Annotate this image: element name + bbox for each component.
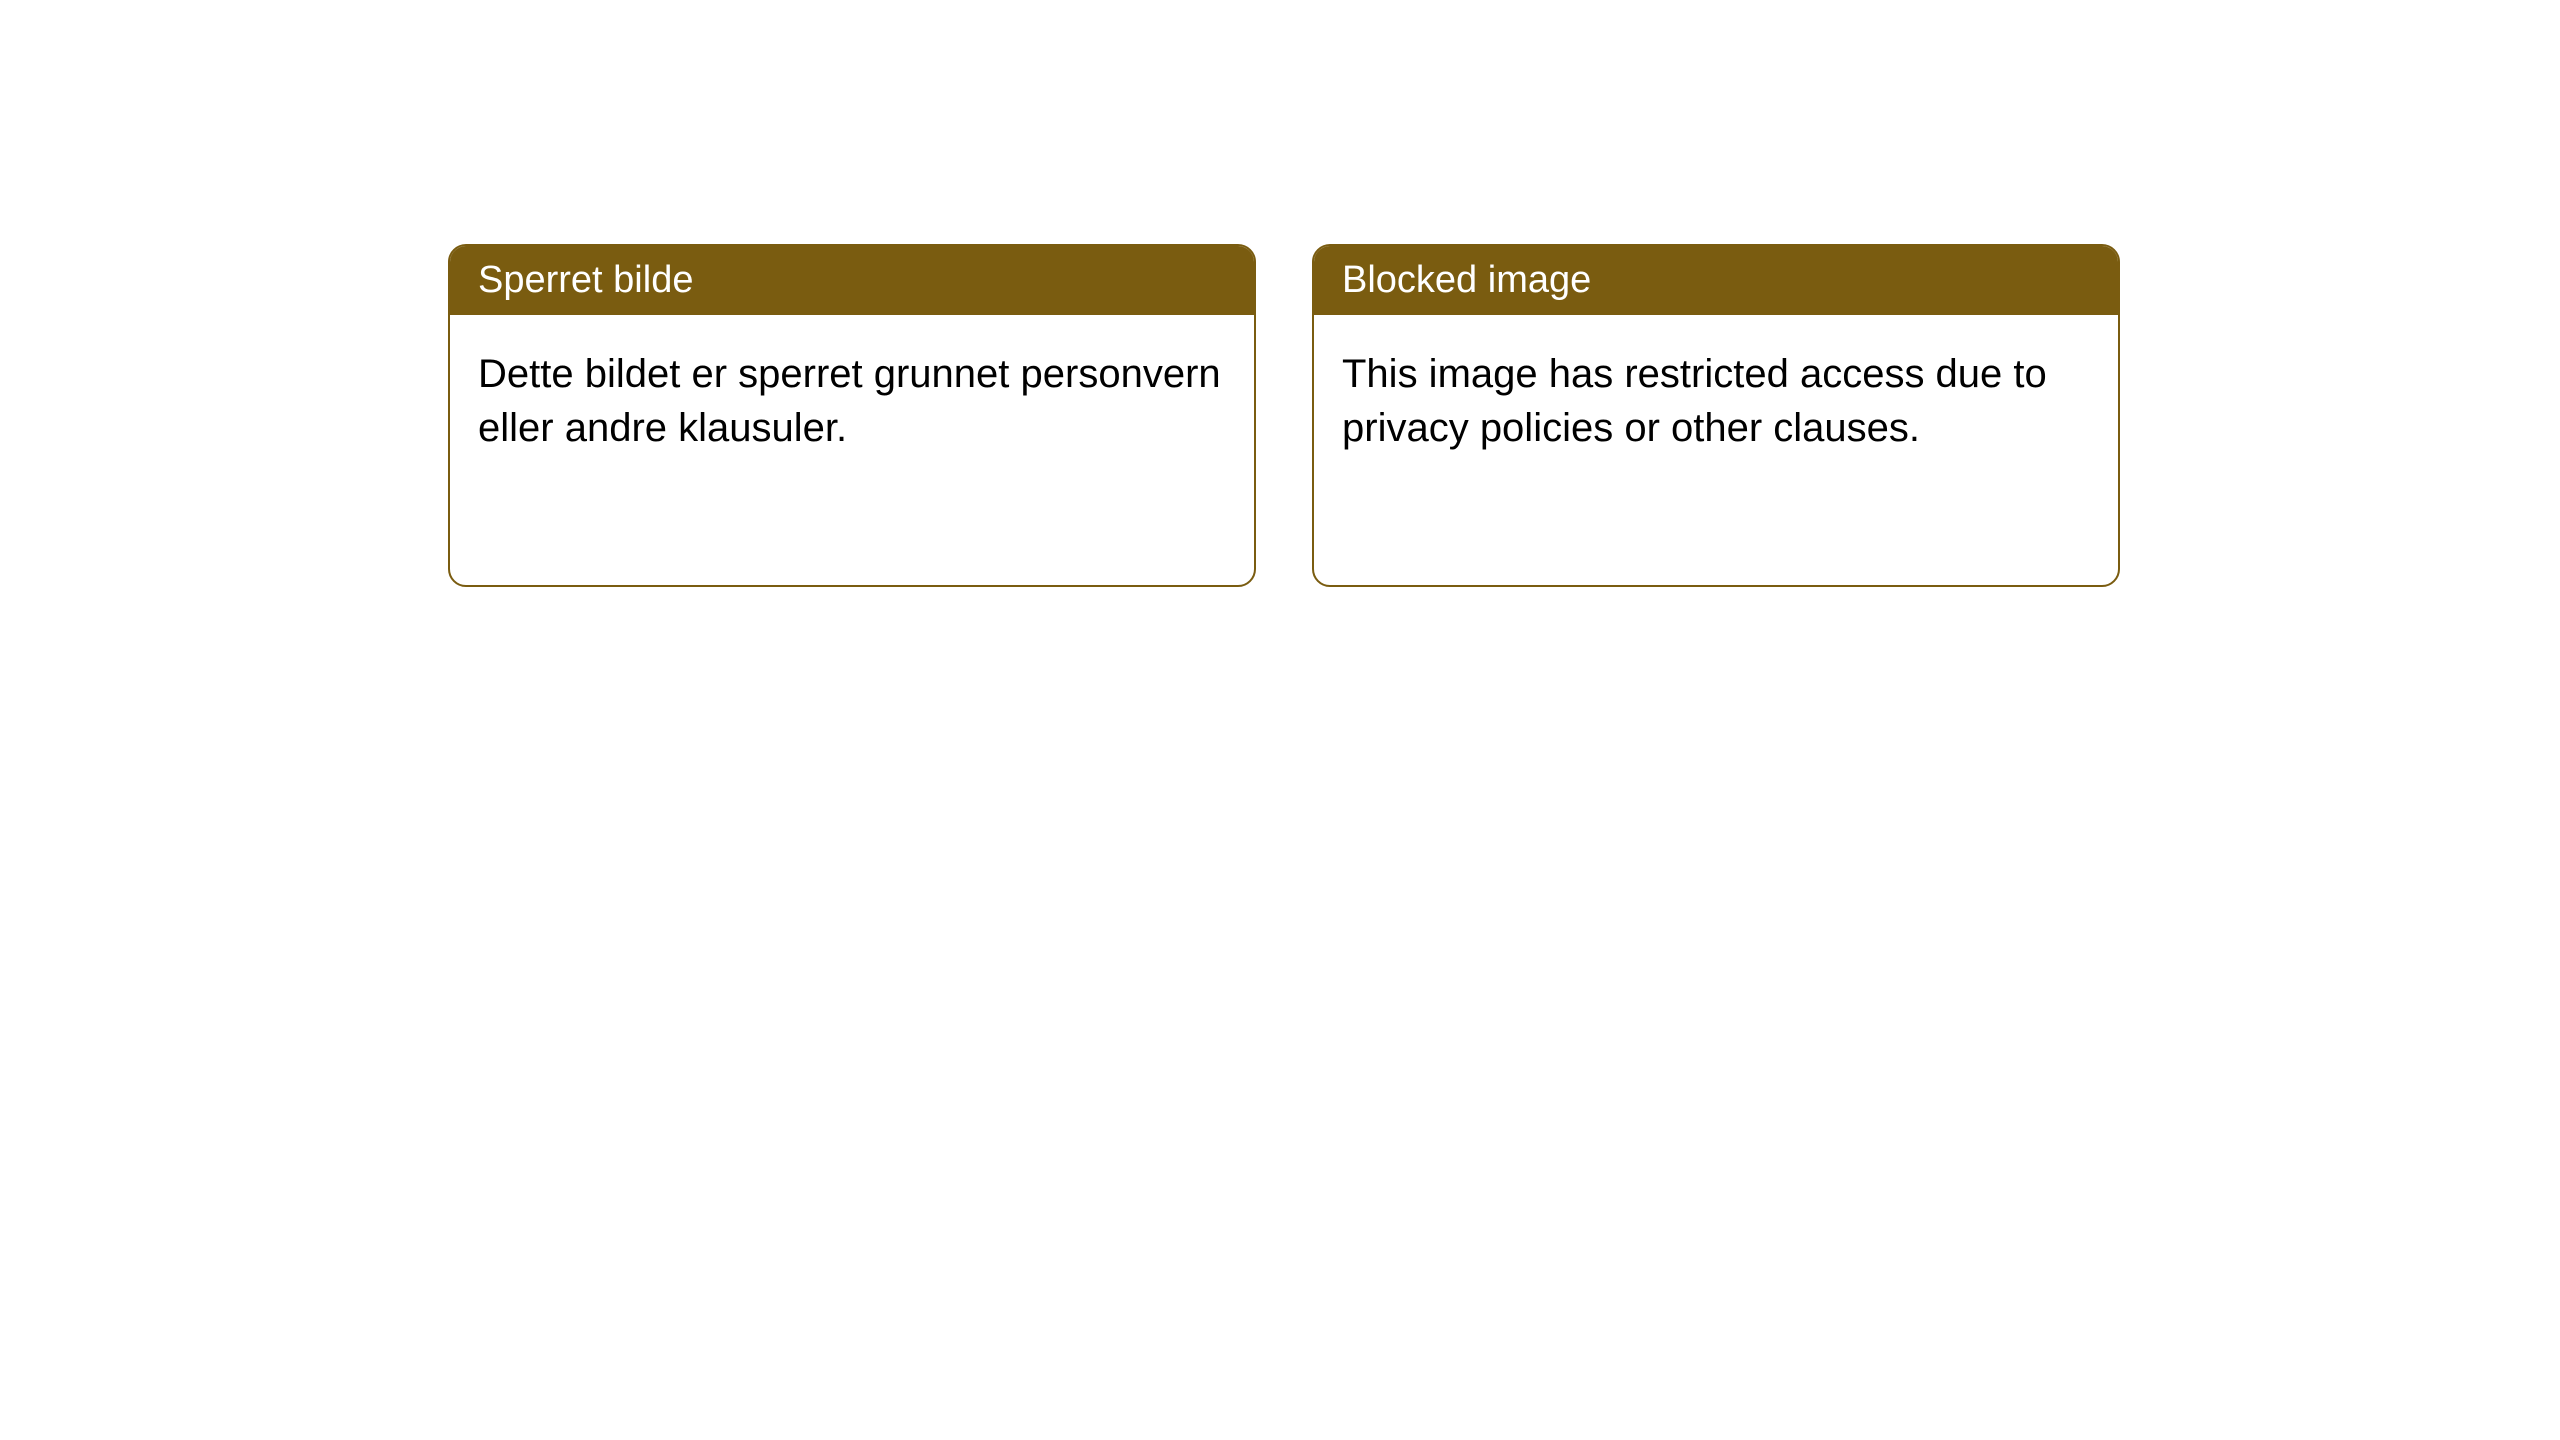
notice-card-title: Blocked image xyxy=(1314,246,2118,315)
notice-card-norwegian: Sperret bilde Dette bildet er sperret gr… xyxy=(448,244,1256,587)
notice-card-english: Blocked image This image has restricted … xyxy=(1312,244,2120,587)
notice-cards-row: Sperret bilde Dette bildet er sperret gr… xyxy=(448,244,2120,587)
notice-card-title: Sperret bilde xyxy=(450,246,1254,315)
notice-card-body: Dette bildet er sperret grunnet personve… xyxy=(450,315,1254,585)
notice-card-body: This image has restricted access due to … xyxy=(1314,315,2118,585)
